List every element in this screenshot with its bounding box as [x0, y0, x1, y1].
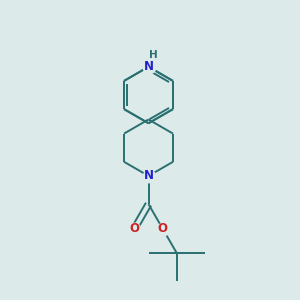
Text: H: H	[148, 50, 157, 61]
Text: N: N	[143, 60, 154, 73]
Text: O: O	[158, 222, 168, 235]
Text: O: O	[129, 222, 140, 235]
Text: N: N	[143, 169, 154, 182]
